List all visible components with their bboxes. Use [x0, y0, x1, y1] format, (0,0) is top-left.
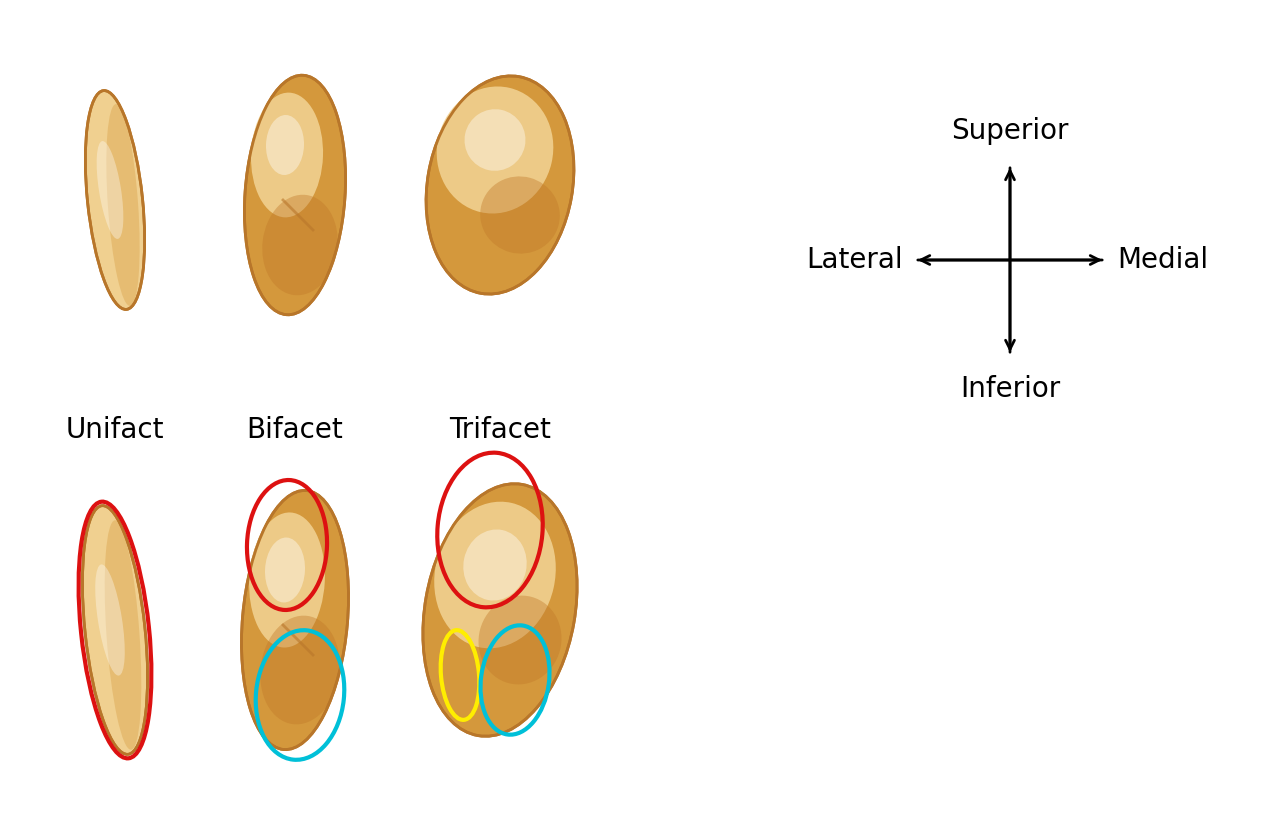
- Text: Inferior: Inferior: [960, 375, 1060, 403]
- Ellipse shape: [242, 491, 348, 749]
- Ellipse shape: [250, 512, 325, 648]
- Ellipse shape: [434, 501, 556, 648]
- Text: Bifacet: Bifacet: [247, 416, 343, 444]
- Ellipse shape: [82, 506, 147, 754]
- Ellipse shape: [463, 529, 526, 601]
- Text: Trifacet: Trifacet: [449, 416, 550, 444]
- Ellipse shape: [260, 616, 339, 724]
- Ellipse shape: [479, 596, 562, 685]
- Ellipse shape: [480, 176, 559, 254]
- Ellipse shape: [262, 195, 338, 295]
- Ellipse shape: [465, 109, 526, 171]
- Text: Unifact: Unifact: [65, 416, 164, 444]
- Text: Superior: Superior: [951, 117, 1069, 145]
- Ellipse shape: [97, 141, 123, 239]
- Ellipse shape: [86, 91, 145, 309]
- Ellipse shape: [244, 76, 346, 315]
- Ellipse shape: [422, 484, 577, 736]
- Ellipse shape: [426, 76, 573, 294]
- Ellipse shape: [436, 87, 553, 213]
- Ellipse shape: [266, 115, 305, 175]
- Ellipse shape: [95, 564, 124, 675]
- Ellipse shape: [265, 538, 305, 602]
- Ellipse shape: [106, 104, 140, 306]
- Ellipse shape: [105, 520, 141, 750]
- Text: Lateral: Lateral: [806, 246, 902, 274]
- Ellipse shape: [251, 92, 323, 218]
- Text: Medial: Medial: [1117, 246, 1208, 274]
